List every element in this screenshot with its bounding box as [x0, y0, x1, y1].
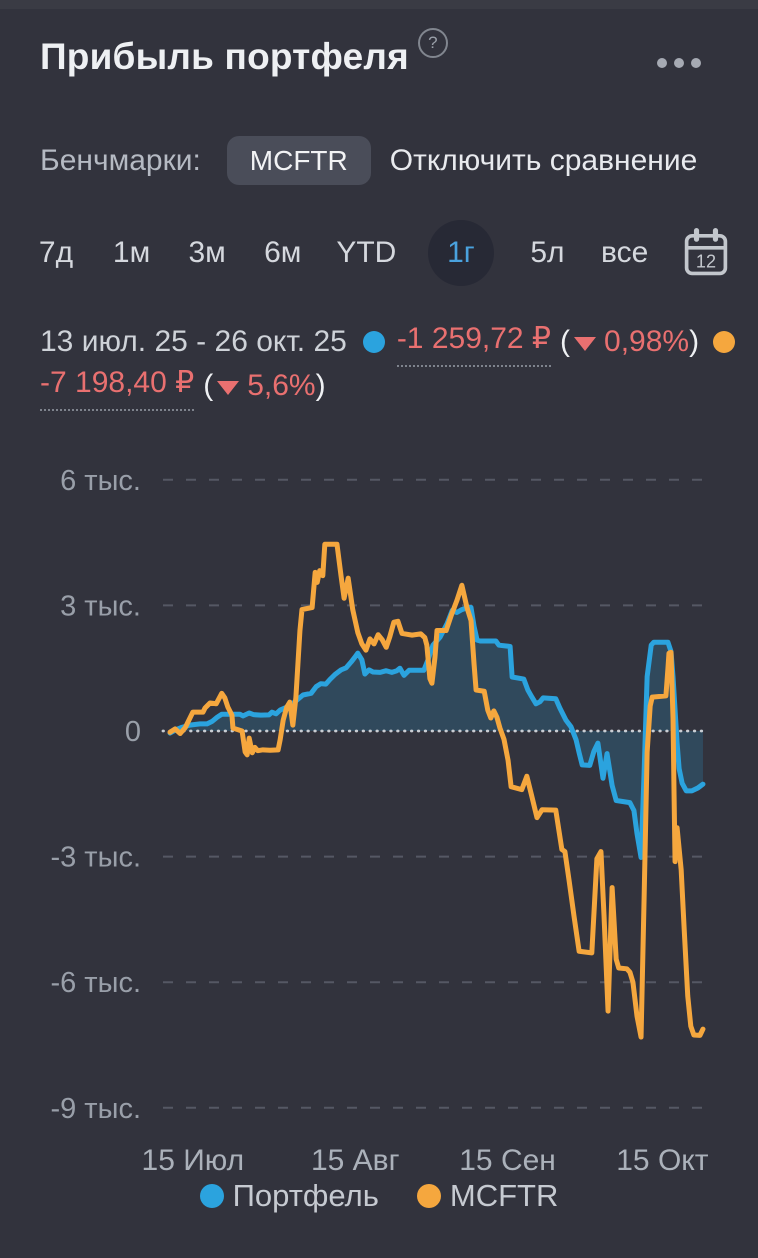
y-axis-label: 6 тыс.: [60, 465, 141, 497]
date-range: 13 июл. 25 - 26 окт. 25: [40, 325, 347, 358]
legend-label: MCFTR: [449, 1178, 559, 1213]
benchmark-percent: 5,6%: [247, 369, 316, 402]
benchmark-row: Бенчмарки: MCFTR Отключить сравнение: [40, 136, 728, 185]
series-line-MCFTR[interactable]: [167, 541, 706, 1040]
y-axis-label: 3 тыс.: [60, 590, 141, 622]
legend-item-mcftr[interactable]: MCFTR: [416, 1178, 559, 1214]
y-axis-label: -6 тыс.: [50, 967, 141, 999]
period-tabs: 7д 1м 3м 6м YTD 1г 5л все 12: [34, 220, 732, 286]
portfolio-percent: 0,98%: [604, 325, 690, 358]
calendar-icon[interactable]: 12: [680, 224, 732, 282]
paren-close: ): [315, 369, 326, 402]
benchmark-chip-mcftr[interactable]: MCFTR: [226, 136, 371, 185]
chart-legend: Портфель MCFTR: [0, 1178, 758, 1214]
tab-6м[interactable]: 6м: [264, 236, 302, 269]
stats-line-2: -7 198,40 ₽ (5,6%): [40, 361, 738, 411]
paren-close: ): [689, 325, 700, 358]
more-menu-icon[interactable]: [657, 58, 701, 68]
top-divider: [0, 0, 758, 9]
x-axis-label: 15 Окт: [616, 1144, 709, 1177]
tab-1м[interactable]: 1м: [112, 236, 151, 269]
help-icon[interactable]: ?: [417, 28, 448, 58]
down-triangle-icon: [574, 337, 597, 351]
tab-3м[interactable]: 3м: [188, 236, 226, 269]
y-axis-label: 0: [125, 716, 141, 748]
paren-open: (: [203, 369, 214, 402]
portfolio-value[interactable]: -1 259,72 ₽: [396, 317, 552, 367]
x-axis-label: 15 Июл: [142, 1144, 245, 1177]
stats-block: 13 июл. 25 - 26 окт. 25 -1 259,72 ₽ (0,9…: [40, 317, 738, 411]
benchmarks-label: Бенчмарки:: [40, 143, 201, 177]
portfolio-dot-icon: [199, 1184, 224, 1208]
benchmark-value[interactable]: -7 198,40 ₽: [40, 361, 195, 411]
header: Прибыль портфеля ?: [40, 28, 718, 78]
legend-label: Портфель: [232, 1178, 379, 1213]
benchmark-dot-icon: [713, 331, 736, 353]
y-axis-label: -3 тыс.: [50, 842, 141, 874]
tab-1г[interactable]: 1г: [427, 220, 494, 286]
disable-comparison-link[interactable]: Отключить сравнение: [389, 143, 698, 177]
tab-YTD[interactable]: YTD: [336, 236, 397, 269]
x-axis-label: 15 Авг: [311, 1144, 400, 1177]
tab-все[interactable]: все: [601, 236, 649, 269]
down-triangle-icon: [217, 381, 240, 395]
stats-line-1: 13 июл. 25 - 26 окт. 25 -1 259,72 ₽ (0,9…: [40, 317, 738, 367]
paren-open: (: [560, 325, 571, 358]
tab-5л[interactable]: 5л: [530, 236, 565, 269]
svg-text:12: 12: [696, 252, 716, 272]
portfolio-dot-icon: [362, 331, 385, 353]
y-axis-label: -9 тыс.: [50, 1093, 141, 1125]
page-title: Прибыль портфеля: [40, 36, 409, 77]
mcftr-dot-icon: [416, 1184, 441, 1208]
legend-item-portfolio[interactable]: Портфель: [199, 1178, 379, 1214]
tab-7д[interactable]: 7д: [38, 236, 74, 269]
x-axis-label: 15 Сен: [459, 1144, 556, 1177]
